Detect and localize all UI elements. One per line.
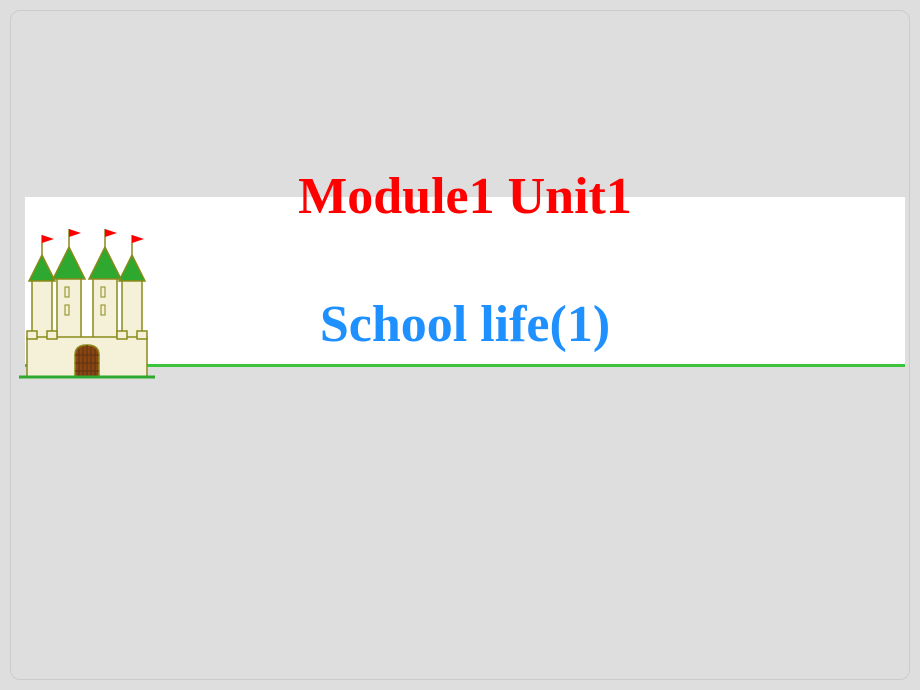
title-banner: Module1 Unit1 School life(1) [25, 197, 905, 367]
title-container: Module1 Unit1 [25, 167, 905, 226]
subtitle-text: School life(1) [320, 296, 610, 353]
module-title: Module1 Unit1 [298, 168, 632, 225]
subtitle-container: School life(1) [25, 295, 905, 354]
slide-frame: Module1 Unit1 School life(1) [10, 10, 910, 680]
